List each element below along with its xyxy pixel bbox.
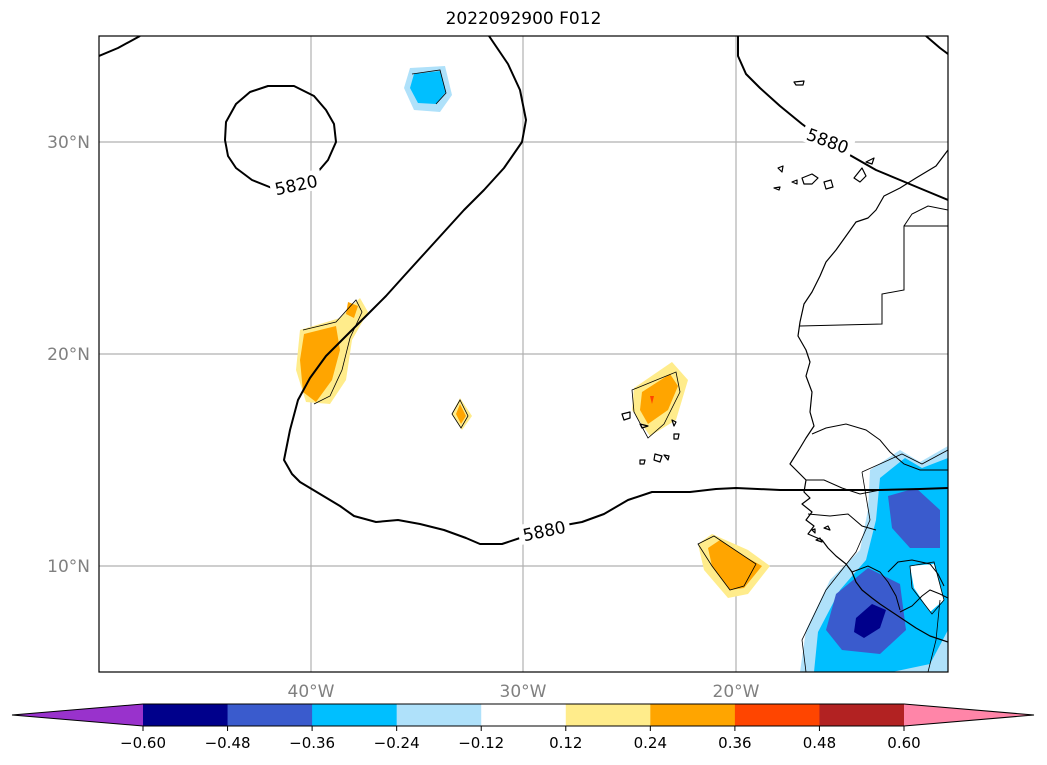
colorbar-tick-label: 0.36 (718, 734, 751, 752)
colorbar-tick-label: −0.24 (374, 734, 420, 752)
colorbar-segment (819, 704, 905, 726)
colorbar-tick-label: 0.24 (634, 734, 667, 752)
colorbar-tick-label: −0.12 (458, 734, 504, 752)
colorbar-extend-high (904, 704, 1034, 726)
colorbar-tick-label: −0.36 (289, 734, 335, 752)
map-border (98, 35, 949, 673)
lat-label-20n: 20°N (47, 345, 90, 365)
longitude-labels: 40°W 30°W 20°W (288, 682, 760, 702)
colorbar-segment (734, 704, 820, 726)
lon-label-40w: 40°W (288, 682, 335, 702)
shaded-field-blue-north (404, 66, 452, 112)
colorbar-tick-label: −0.48 (205, 734, 251, 752)
islands (621, 80, 875, 543)
shaded-field-orange-south (697, 534, 770, 598)
latitude-labels: 30°N 20°N 10°N (47, 133, 90, 577)
map-title: 2022092900 F012 (445, 9, 602, 29)
colorbar-tick-label: 0.60 (887, 734, 920, 752)
colorbar-tick-label: −0.60 (120, 734, 166, 752)
lat-label-10n: 10°N (47, 557, 90, 577)
colorbar-segment (143, 704, 229, 726)
colorbar: −0.60 −0.48 −0.36 −0.24 −0.12 0.12 0.24 0.36 0.4… (11, 703, 1035, 752)
lon-label-20w: 20°W (713, 682, 760, 702)
colorbar-segment (227, 704, 313, 726)
colorbar-extend-low (12, 704, 143, 726)
shaded-field-orange-capeverde (631, 362, 688, 439)
lat-label-30n: 30°N (47, 133, 90, 153)
coastline-africa (789, 149, 948, 643)
shaded-field-blue-west-africa (800, 446, 948, 672)
colorbar-segment (481, 704, 567, 726)
colorbar-segment (650, 704, 736, 726)
colorbar-tick-label: 0.12 (549, 734, 582, 752)
colorbar-segment (396, 704, 482, 726)
colorbar-tick-label: 0.48 (803, 734, 836, 752)
colorbar-segment (312, 704, 398, 726)
shaded-field-small-mid (451, 398, 472, 430)
colorbar-segment (565, 704, 651, 726)
lon-label-30w: 30°W (500, 682, 547, 702)
